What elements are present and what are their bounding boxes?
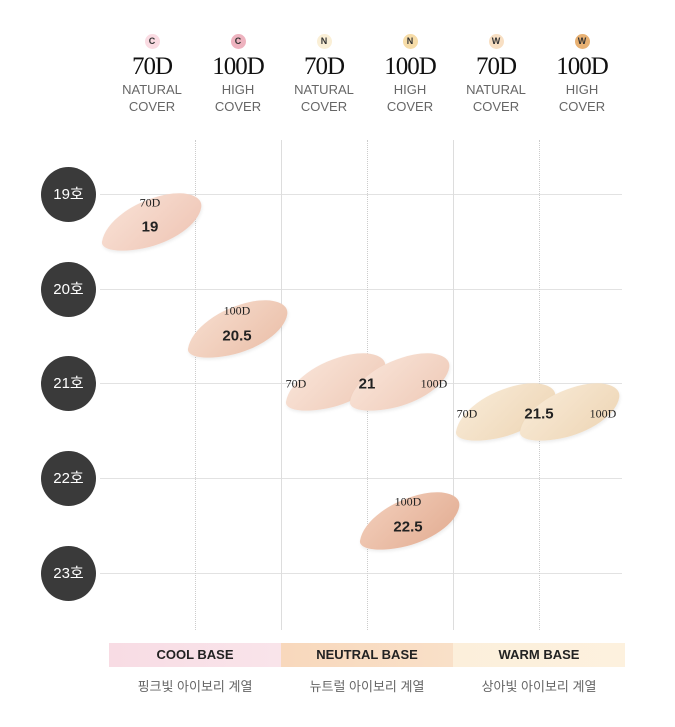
row-label: 21호	[41, 356, 96, 411]
row-label: 19호	[41, 167, 96, 222]
neutral-badge: N	[316, 34, 332, 49]
warm-base-desc: 상아빛 아이보리 계열	[481, 679, 597, 694]
neutral-base-desc: 뉴트럴 아이보리 계열	[309, 679, 425, 694]
grid-line	[100, 573, 622, 574]
column-header: C 100D HIGH COVER	[195, 34, 281, 115]
column-header: W 70D NATURAL COVER	[453, 34, 539, 115]
cover-label: COVER	[472, 99, 520, 114]
cover-label: COVER	[128, 99, 176, 114]
cover-label: COVER	[558, 99, 606, 114]
warm-badge: W	[488, 34, 504, 49]
column-header: N 70D NATURAL COVER	[281, 34, 367, 115]
swatch-shade-label: 70D	[456, 406, 478, 421]
swatch-shade-label: 100D	[589, 406, 617, 421]
row-label: 20호	[41, 262, 96, 317]
grid-line	[100, 194, 622, 195]
shade-label: 70D	[303, 53, 345, 80]
grid-divider	[281, 140, 282, 630]
shade-label: 100D	[384, 53, 437, 80]
cover-label: HIGH	[221, 82, 255, 97]
swatch-value: 19	[141, 218, 159, 236]
cool-base-desc: 핑크빛 아이보리 계열	[137, 679, 253, 694]
column-header: W 100D HIGH COVER	[539, 34, 625, 115]
cover-label: NATURAL	[466, 82, 526, 97]
swatch-shade-label: 70D	[139, 195, 161, 210]
cover-label: COVER	[300, 99, 348, 114]
grid-line	[100, 478, 622, 479]
neutral-badge: N	[402, 34, 418, 49]
swatch-shade-label: 100D	[223, 303, 251, 318]
grid-line	[100, 289, 622, 290]
swatch-shade-label: 70D	[285, 376, 307, 391]
cover-label: COVER	[386, 99, 434, 114]
cool-badge: C	[144, 34, 160, 49]
swatch-value: 22.5	[393, 518, 423, 536]
swatch-shade-label: 100D	[394, 494, 422, 509]
cool-base-band: COOL BASE	[109, 643, 281, 667]
cover-label: NATURAL	[294, 82, 354, 97]
swatch-value: 20.5	[222, 327, 252, 345]
cover-label: HIGH	[565, 82, 599, 97]
grid-line	[195, 140, 196, 630]
shade-label: 70D	[475, 53, 517, 80]
swatch-value: 21.5	[524, 405, 554, 423]
cover-label: COVER	[214, 99, 262, 114]
neutral-base-band: NEUTRAL BASE	[281, 643, 453, 667]
row-label: 23호	[41, 546, 96, 601]
column-header: C 70D NATURAL COVER	[109, 34, 195, 115]
column-header: N 100D HIGH COVER	[367, 34, 453, 115]
cover-label: NATURAL	[122, 82, 182, 97]
grid-divider	[453, 140, 454, 630]
shade-label: 100D	[212, 53, 265, 80]
cool-badge: C	[230, 34, 246, 49]
cover-label: HIGH	[393, 82, 427, 97]
warm-base-band: WARM BASE	[453, 643, 625, 667]
shade-label: 100D	[556, 53, 609, 80]
row-label: 22호	[41, 451, 96, 506]
swatch-value: 21	[358, 375, 376, 393]
shade-label: 70D	[131, 53, 173, 80]
swatch-shade-label: 100D	[420, 376, 448, 391]
warm-badge: W	[574, 34, 590, 49]
